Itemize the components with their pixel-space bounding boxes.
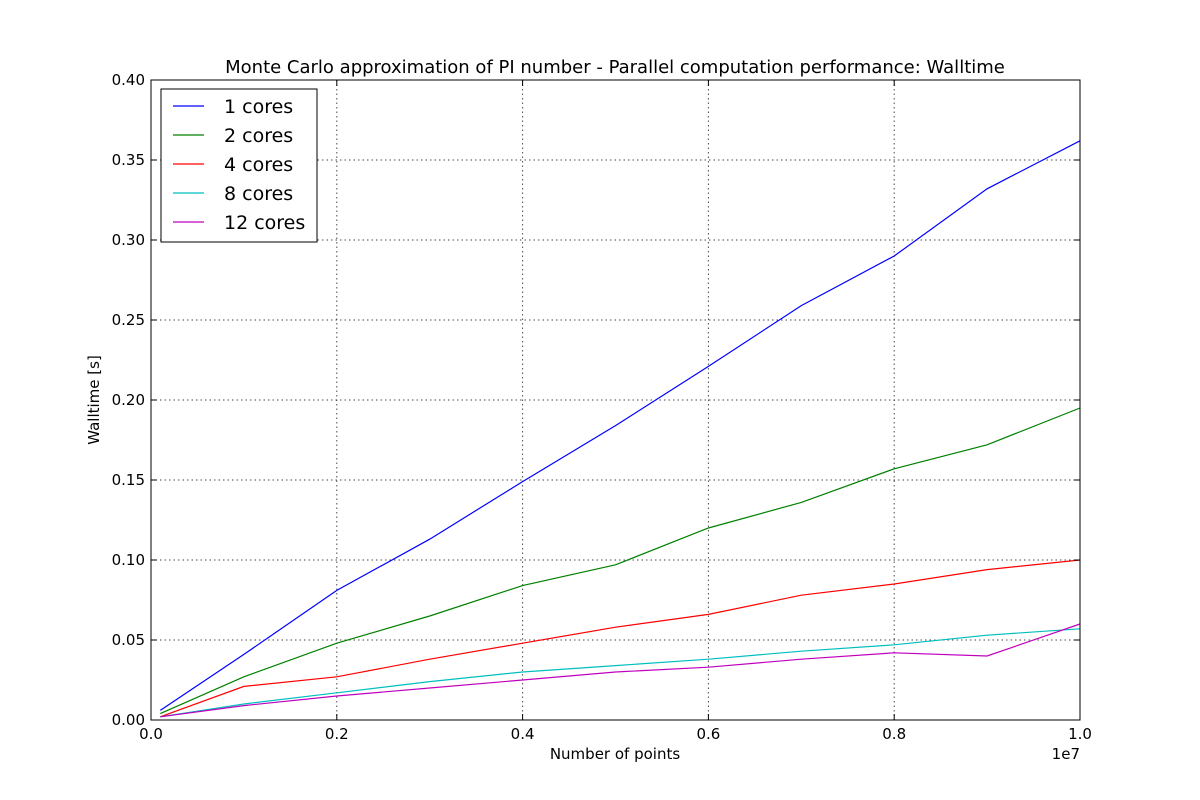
legend-label: 8 cores [224, 183, 293, 205]
y-tick-label: 0.00 [112, 711, 145, 729]
series-lines [159, 140, 1081, 718]
x-tick-label: 0.4 [511, 725, 535, 743]
series-line [160, 559, 1081, 718]
y-axis-label: Walltime [s] [85, 355, 103, 445]
x-tick-label: 1.0 [1068, 725, 1092, 743]
series-line [160, 628, 1081, 718]
series-line [160, 407, 1081, 715]
chart-title: Monte Carlo approximation of PI number -… [225, 57, 1005, 78]
series-line [159, 140, 1081, 711]
y-tick-label: 0.20 [112, 391, 145, 409]
legend-label: 2 cores [224, 125, 293, 147]
x-offset-label: 1e7 [1052, 745, 1080, 763]
legend: 1 cores 2 cores 4 cores 8 cores 12 cores [160, 88, 318, 243]
x-tick-label: 0.8 [882, 725, 906, 743]
y-tick-label: 0.40 [112, 71, 145, 89]
legend-box [160, 88, 318, 243]
legend-label: 12 cores [224, 212, 305, 234]
legend-label: 4 cores [224, 154, 293, 176]
axis-ticks: 0.0 0.2 0.4 0.6 0.8 1.0 0.00 0.05 0.10 0.15 0.20 0.… [112, 71, 1092, 743]
y-tick-label: 0.05 [112, 631, 145, 649]
x-tick-label: 0.2 [325, 725, 349, 743]
y-tick-label: 0.10 [112, 551, 145, 569]
legend-label: 1 cores [224, 96, 293, 118]
x-tick-label: 0.6 [696, 725, 720, 743]
y-tick-label: 0.25 [112, 311, 145, 329]
y-tick-label: 0.15 [112, 471, 145, 489]
y-tick-label: 0.30 [112, 231, 145, 249]
series-line [160, 623, 1081, 718]
x-tick-label: 0.0 [139, 725, 163, 743]
y-tick-label: 0.35 [112, 151, 145, 169]
x-axis-label: Number of points [550, 745, 681, 763]
